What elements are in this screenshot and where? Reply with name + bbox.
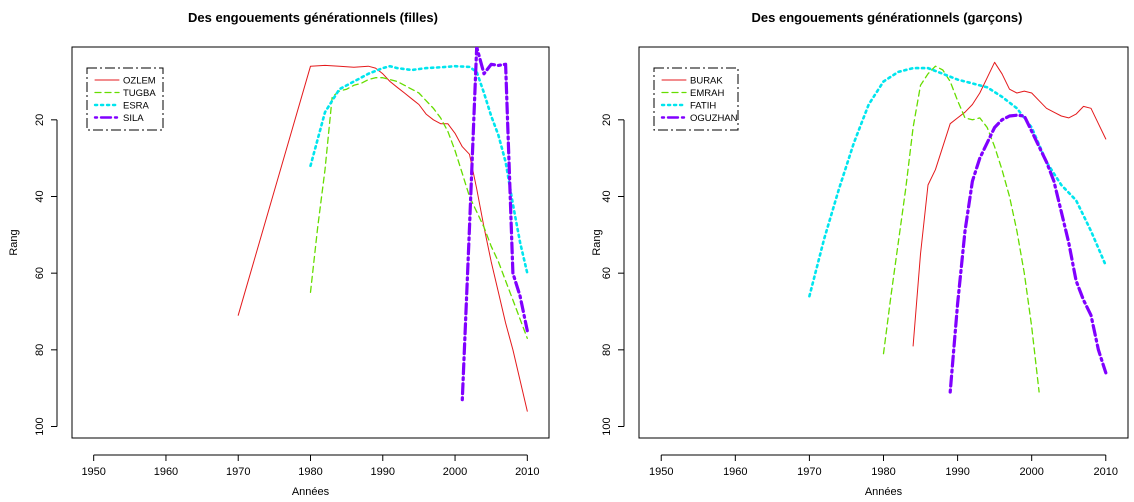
- chart-title: Des engouements générationnels (filles): [188, 10, 438, 25]
- x-axis-label: Années: [292, 486, 330, 498]
- y-tick-label: 40: [34, 190, 46, 202]
- series-line-ozlem: [237, 64, 528, 412]
- chart-panel-garcons: Des engouements générationnels (garçons)…: [591, 10, 1129, 498]
- legend-label: OZLEM: [123, 76, 156, 87]
- series-line-fatih: [808, 66, 1108, 298]
- chart-panel-filles: Des engouements générationnels (filles) 1…: [8, 10, 550, 498]
- x-tick-label: 1970: [797, 466, 821, 478]
- series-line-burak: [912, 61, 1107, 347]
- chart-title: Des engouements générationnels (garçons): [752, 10, 1023, 25]
- legend-label: EMRAH: [690, 88, 724, 99]
- y-tick-label: 80: [601, 344, 613, 356]
- y-tick-label: 80: [34, 344, 46, 356]
- plot-frame: [71, 46, 550, 439]
- series-line-tugba: [309, 77, 528, 339]
- x-tick-label: 1950: [649, 466, 673, 478]
- x-tick-label: 2000: [1019, 466, 1043, 478]
- x-tick-label: 1950: [81, 466, 105, 478]
- x-tick-label: 1980: [298, 466, 322, 478]
- x-tick-label: 1960: [154, 466, 178, 478]
- y-tick-label: 60: [601, 267, 613, 279]
- y-tick-label: 100: [601, 417, 613, 435]
- x-axis-label: Années: [865, 486, 903, 498]
- y-tick-label: 60: [34, 267, 46, 279]
- legend-box: [86, 67, 164, 131]
- x-tick-label: 1960: [723, 466, 747, 478]
- series-group: [808, 61, 1108, 394]
- y-tick-label: 20: [601, 114, 613, 126]
- legend-label: TUGBA: [123, 88, 156, 99]
- series-line-sila: [460, 47, 529, 402]
- x-tick-label: 2010: [1094, 466, 1118, 478]
- legend-label: ESRA: [123, 101, 150, 112]
- x-tick-label: 2000: [443, 466, 467, 478]
- x-tick-label: 1970: [226, 466, 250, 478]
- series-line-emrah: [882, 65, 1040, 393]
- y-axis-label: Rang: [8, 229, 20, 255]
- legend-box: [653, 67, 739, 131]
- legend-label: BURAK: [690, 76, 723, 87]
- y-tick-label: 100: [34, 417, 46, 435]
- series-line-esra: [309, 64, 529, 275]
- y-tick-label: 20: [34, 114, 46, 126]
- x-tick-label: 2010: [515, 466, 539, 478]
- legend-label: OGUZHAN: [690, 113, 738, 124]
- series-line-oguzhan: [948, 113, 1108, 394]
- x-tick-label: 1980: [871, 466, 895, 478]
- legend-label: SILA: [123, 113, 144, 124]
- x-tick-label: 1990: [371, 466, 395, 478]
- y-axis-label: Rang: [591, 229, 603, 255]
- x-tick-label: 1990: [945, 466, 969, 478]
- legend-label: FATIH: [690, 101, 716, 112]
- series-group: [237, 47, 529, 412]
- plot-frame: [638, 46, 1129, 439]
- y-tick-label: 40: [601, 190, 613, 202]
